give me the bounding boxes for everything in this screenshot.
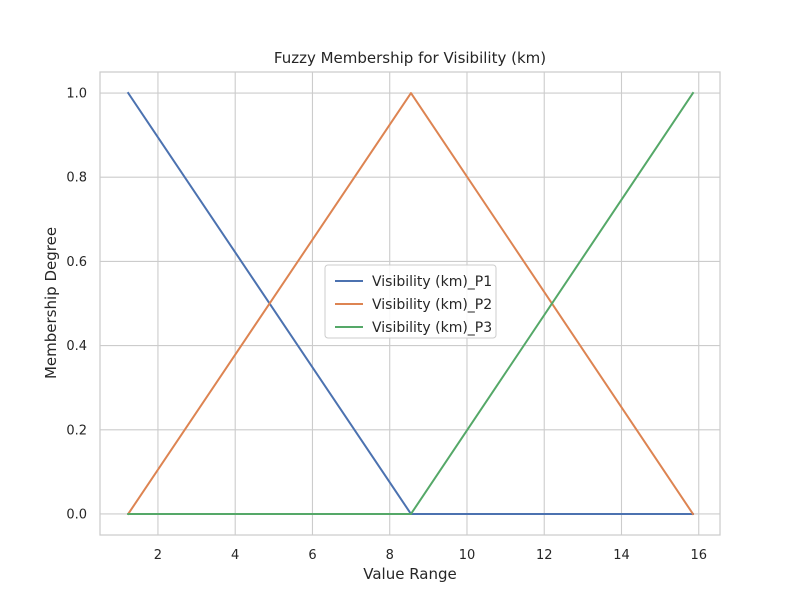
x-tick-label: 4 xyxy=(231,548,239,563)
tick-labels: 2 4 6 8 10 12 14 16 0.0 0.2 0.4 0.6 0.8 1.0 xyxy=(66,87,707,563)
x-tick-label: 8 xyxy=(386,548,394,563)
y-tick-label: 1.0 xyxy=(66,87,87,102)
x-tick-label: 10 xyxy=(459,548,476,563)
y-axis-label: Membership Degree xyxy=(42,227,60,379)
series-layer xyxy=(126,91,695,516)
x-tick-label: 12 xyxy=(536,548,553,563)
chart-title: Fuzzy Membership for Visibility (km) xyxy=(274,49,546,67)
y-tick-label: 0.2 xyxy=(66,423,87,438)
legend-box xyxy=(324,264,497,339)
series-line-p3 xyxy=(127,91,695,515)
legend-label-p1: Visibility (km)_P1 xyxy=(372,274,492,290)
y-tick-label: 0.6 xyxy=(66,255,87,270)
plot-frame xyxy=(99,71,721,536)
legend-label-p3: Visibility (km)_P3 xyxy=(372,320,492,336)
y-tick-label: 0.4 xyxy=(66,339,87,354)
legend-label-p2: Visibility (km)_P2 xyxy=(372,297,492,313)
x-tick-label: 16 xyxy=(690,548,707,563)
y-tick-label: 0.8 xyxy=(66,171,87,186)
y-tick-label: 0.0 xyxy=(66,507,87,522)
series-line-p2 xyxy=(126,92,695,516)
x-axis-label: Value Range xyxy=(363,565,457,583)
x-tick-label: 14 xyxy=(613,548,630,563)
x-tick-label: 6 xyxy=(308,548,316,563)
legend: Visibility (km)_P1 Visibility (km)_P2 Visi… xyxy=(324,264,497,339)
x-tick-label: 2 xyxy=(154,548,162,563)
